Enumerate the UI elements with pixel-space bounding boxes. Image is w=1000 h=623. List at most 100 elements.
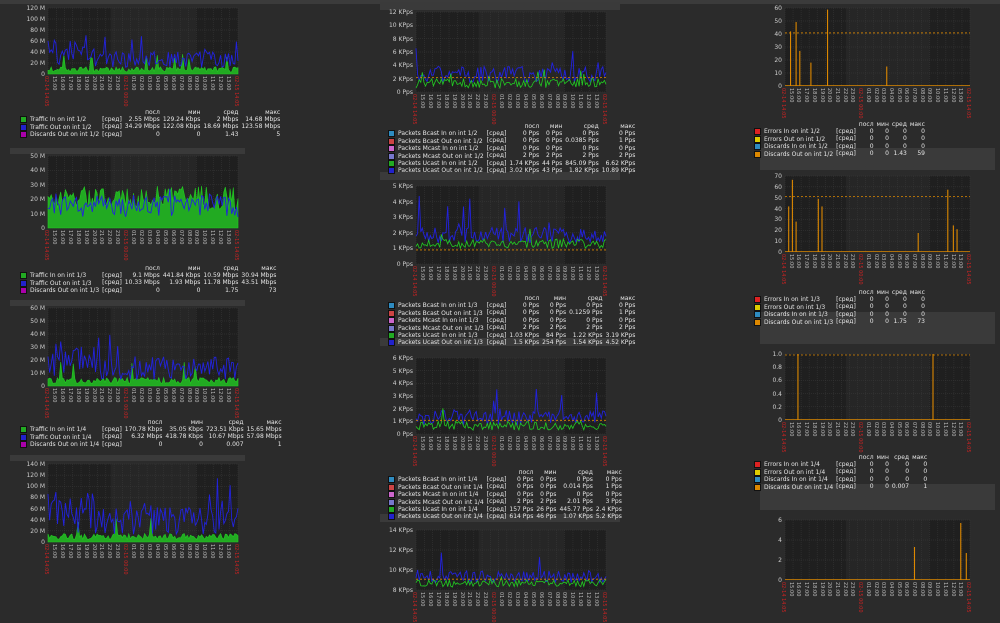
legend-value: 445.77 Pps xyxy=(559,505,593,513)
y-tick-label: 0 xyxy=(778,83,782,90)
x-tick-label: 04:00 xyxy=(521,266,528,281)
legend-value: 35.05 Kbps xyxy=(169,425,203,433)
legend-row: Packets Bcast In on int 1/3 [сред] 0 Pps 0 … xyxy=(388,302,638,310)
legend-series-name: Packets Mcast In on int 1/4 xyxy=(398,491,479,499)
legend-value: 11.78 Mbps xyxy=(203,279,239,287)
x-tick-label: 02-15 00:00 xyxy=(490,436,497,467)
legend-value: 845.09 Pps xyxy=(565,159,599,167)
x-tick-label: 15:00 xyxy=(418,592,425,607)
legend-column-header: посл xyxy=(518,469,534,476)
legend-value: 0 xyxy=(869,142,874,150)
legend-aggregate: [сред] xyxy=(102,271,122,279)
legend-series-name: Discards Out on int 1/3 xyxy=(764,318,834,326)
x-tick-label: 23:00 xyxy=(849,88,856,103)
x-tick-label: 04:00 xyxy=(153,76,160,91)
x-tick-label: 15:00 xyxy=(50,76,57,91)
x-tick-label: 15:00 xyxy=(787,254,794,269)
legend-series-name: Traffic In on int 1/3 xyxy=(30,272,87,280)
x-tick-label: 18:00 xyxy=(442,592,449,607)
plot-svg xyxy=(784,353,971,421)
legend-value: 254 Pps xyxy=(542,338,567,346)
legend-value: 0 xyxy=(869,310,874,318)
series-traffic-in xyxy=(47,361,239,387)
x-tick-label: 08:00 xyxy=(185,76,192,91)
x-tick-label: 02-14 14:05 xyxy=(780,88,786,119)
legend-column-header: посл xyxy=(858,289,874,296)
x-tick-label: 17:00 xyxy=(66,544,73,559)
x-tick-label: 07:00 xyxy=(911,88,918,103)
x-tick-label: 12:00 xyxy=(949,582,956,597)
x-tick-label: 22:00 xyxy=(474,94,481,109)
legend-aggregate: [сред] xyxy=(486,137,507,145)
x-tick-label: 10:00 xyxy=(934,422,941,437)
night-band xyxy=(478,186,565,264)
blurred-title-strip xyxy=(760,312,995,344)
legend-value: 1.5 KPps xyxy=(513,338,540,346)
y-tick-label: 8 KPps xyxy=(392,587,413,594)
legend-row: Packets Mcast In on int 1/2 [сред] 0 Pps 0 … xyxy=(388,144,638,153)
legend-row: Packets Ucast In on int 1/2 [сред] 1.74 KP… xyxy=(388,159,638,168)
legend-value: 34.29 Mbps xyxy=(124,123,160,131)
legend-value: 2 Mbps xyxy=(216,115,239,123)
x-tick-label: 04:00 xyxy=(153,230,160,245)
legend-swatch xyxy=(754,468,761,476)
x-tick-label: 05:00 xyxy=(895,254,902,269)
legend-column-header: мин xyxy=(190,419,203,426)
x-tick-label: 02-14 14:05 xyxy=(411,94,417,125)
x-tick-label: 07:00 xyxy=(545,436,552,451)
legend-swatch xyxy=(20,287,27,295)
legend-row: Traffic Out on int 1/2 [сред] 34.29 Mbps 12… xyxy=(20,123,283,131)
x-tick-label: 10:00 xyxy=(569,266,576,281)
x-tick-label: 03:00 xyxy=(145,544,152,559)
legend-value: 26 Pps xyxy=(536,505,557,513)
y-tick-label: 60 xyxy=(774,183,782,191)
x-tick-label: 08:00 xyxy=(185,388,192,403)
x-tick-label: 19:00 xyxy=(82,544,89,559)
x-tick-label: 21:00 xyxy=(833,582,840,597)
x-tick-label: 02-15 00:00 xyxy=(490,592,497,623)
legend-column-header: макс xyxy=(909,121,925,128)
x-tick-label: 02-14 14:05 xyxy=(411,266,417,297)
x-tick-label: 05:00 xyxy=(529,94,536,109)
x-tick-label: 02-15 14:05 xyxy=(601,592,607,623)
y-tick-label: 2 KPps xyxy=(392,229,413,237)
legend-value: 0.007 xyxy=(891,483,910,491)
legend-row: Packets Mcast Out on int 1/4 [сред] 2 Pps 2… xyxy=(388,498,625,506)
x-tick-label: 08:00 xyxy=(918,422,925,437)
x-tick-label: 04:00 xyxy=(887,88,894,103)
x-tick-label: 02-15 14:05 xyxy=(233,388,239,419)
x-tick-label: 08:00 xyxy=(918,254,925,269)
x-tick-label: 02:00 xyxy=(138,388,144,403)
x-tick-label: 11:00 xyxy=(941,582,948,597)
x-tick-label: 06:00 xyxy=(903,88,910,103)
legend-value: 0 xyxy=(923,460,928,468)
legend-swatch xyxy=(754,461,761,469)
x-tick-label: 21:00 xyxy=(833,88,840,103)
x-tick-label: 07:00 xyxy=(911,422,918,437)
legend-swatch xyxy=(754,128,761,136)
x-tick-label: 08:00 xyxy=(553,592,560,607)
legend-swatch xyxy=(754,318,761,326)
legend-aggregate: [сред] xyxy=(486,324,507,332)
x-tick-label: 20:00 xyxy=(826,88,833,103)
legend-series-name: Discards Out on int 1/4 xyxy=(764,483,834,491)
x-tick-label: 19:00 xyxy=(450,94,457,109)
x-tick-label: 22:00 xyxy=(106,544,113,559)
x-tick-label: 18:00 xyxy=(810,88,817,103)
legend-aggregate: [сред] xyxy=(486,512,507,520)
plot-area xyxy=(784,175,971,253)
legend-aggregate: [сред] xyxy=(102,425,122,433)
x-tick-label: 09:00 xyxy=(561,436,568,451)
y-tick-label: 60 xyxy=(774,5,782,12)
plot-svg xyxy=(47,7,239,75)
blurred-title-strip xyxy=(380,338,620,346)
legend-value: 0 Pps xyxy=(522,144,540,152)
legend-value: 2 Pps xyxy=(586,324,603,332)
x-tick-label: 21:00 xyxy=(466,266,473,281)
legend-value: 73 xyxy=(268,286,277,294)
legend-value: 0 Pps xyxy=(522,316,540,324)
x-tick-label: 07:00 xyxy=(177,230,184,245)
x-tick-label: 11:00 xyxy=(209,544,216,559)
y-tick-label: 140 M xyxy=(26,461,45,468)
legend-value: 0 xyxy=(885,475,889,483)
